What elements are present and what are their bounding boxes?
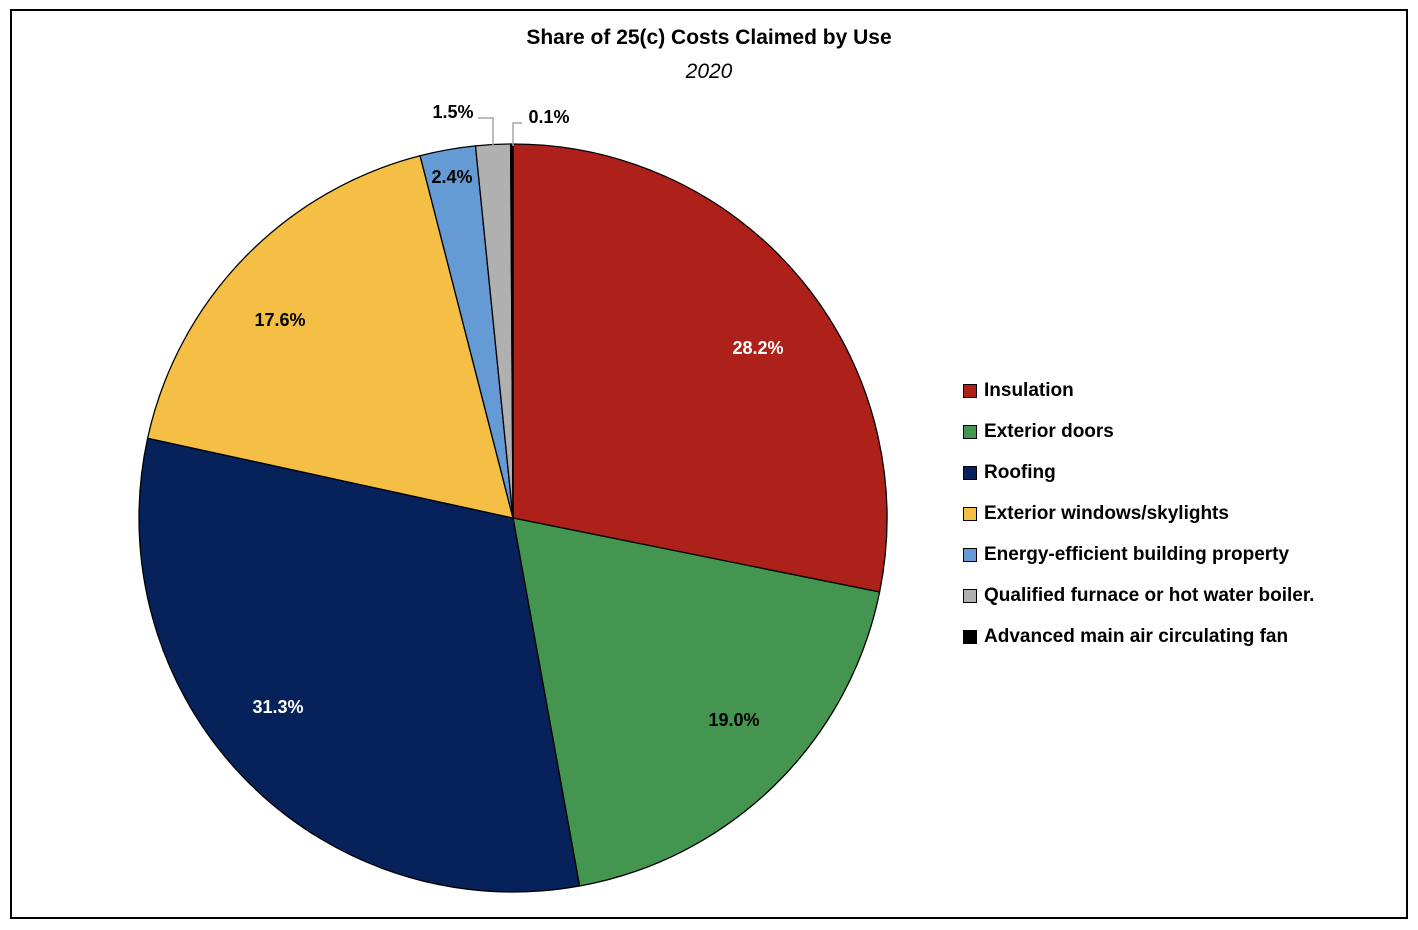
legend-item-qualified-furnace-or-hot-water-boiler: Qualified furnace or hot water boiler.: [963, 575, 1403, 616]
data-label-advanced-main-air-circulating-fan: 0.1%: [528, 107, 569, 127]
legend-item-exterior-doors: Exterior doors: [963, 411, 1403, 452]
legend-label: Exterior doors: [984, 420, 1114, 442]
legend-label: Insulation: [984, 379, 1074, 401]
data-label-insulation: 28.2%: [732, 338, 783, 358]
legend-swatch: [963, 383, 977, 398]
legend-swatch: [963, 424, 977, 439]
data-label-energy-efficient-building-property: 2.4%: [431, 167, 472, 187]
data-label-exterior-windows-skylights: 17.6%: [254, 310, 305, 330]
pie-slice-exterior-doors: [512, 517, 881, 887]
legend-item-energy-efficient-building-property: Energy-efficient building property: [963, 534, 1403, 575]
legend-swatch: [963, 588, 977, 603]
data-labels: 28.2% 19.0% 31.3% 17.6% 2.4% 1.5% 0.1%: [252, 102, 783, 730]
legend-item-advanced-main-air-circulating-fan: Advanced main air circulating fan: [963, 616, 1403, 657]
legend: Insulation Exterior doors Roofing Exterior …: [963, 370, 1403, 657]
legend-label: Advanced main air circulating fan: [984, 625, 1289, 647]
data-label-qualified-furnace-or-hot-water-boiler: 1.5%: [432, 102, 473, 122]
legend-item-insulation: Insulation: [963, 370, 1403, 411]
leader-lines: [478, 117, 522, 146]
pie-slices: [138, 143, 888, 893]
pie-slice-roofing: [138, 437, 581, 893]
pie-slice-exterior-windows-skylights: [146, 154, 514, 519]
legend-label: Energy-efficient building property: [984, 543, 1290, 565]
legend-swatch: [963, 629, 977, 644]
leader-line-qualified-furnace-or-hot-water-boiler: [478, 117, 494, 146]
pie-slice-insulation: [512, 143, 888, 593]
legend-swatch: [963, 547, 977, 562]
legend-swatch: [963, 506, 977, 521]
leader-line-advanced-main-air-circulating-fan: [512, 122, 522, 146]
chart-title: Share of 25(c) Costs Claimed by Use: [526, 26, 892, 49]
chart-subtitle: 2020: [685, 60, 733, 83]
legend-item-roofing: Roofing: [963, 452, 1403, 493]
data-label-roofing: 31.3%: [252, 697, 303, 717]
data-label-exterior-doors: 19.0%: [708, 710, 759, 730]
legend-label: Exterior windows/skylights: [984, 502, 1229, 524]
legend-label: Qualified furnace or hot water boiler.: [984, 584, 1315, 606]
legend-swatch: [963, 465, 977, 480]
legend-item-exterior-windows-skylights: Exterior windows/skylights: [963, 493, 1403, 534]
legend-label: Roofing: [984, 461, 1056, 483]
